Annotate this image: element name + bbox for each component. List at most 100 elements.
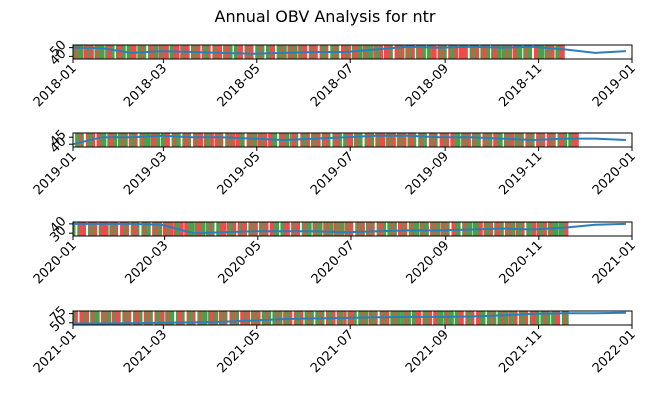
volume-bar [350, 133, 353, 147]
x-tick-label: 2021-01 [590, 238, 639, 287]
volume-bar [302, 222, 304, 236]
volume-bar [457, 133, 461, 147]
volume-bar [407, 311, 410, 325]
volume-bar [272, 222, 274, 236]
x-tick-label: 2020-05 [216, 238, 265, 287]
volume-bar [210, 133, 214, 147]
volume-bar [487, 133, 489, 147]
x-tick-label: 2019-01 [590, 61, 639, 110]
volume-bar [250, 222, 252, 236]
volume-bar [493, 133, 495, 147]
volume-bar [251, 45, 254, 59]
volume-bar [178, 133, 181, 147]
volume-bar [233, 222, 236, 236]
volume-bar [478, 133, 481, 147]
volume-bar [232, 133, 236, 147]
subplot-panels: 40502018-01 2018-03 2018-05 2018-07 2018-09 2… [31, 38, 639, 377]
subplot-2021: 50752021-01 2021-03 2021-05 2021-07 2021-09 2… [31, 304, 639, 377]
volume-bar [453, 133, 455, 147]
volume-bar [493, 311, 496, 325]
volume-bar [276, 222, 279, 236]
volume-bar [478, 311, 480, 325]
volume-bar [257, 311, 260, 325]
volume-bar [242, 133, 244, 147]
x-tick-label: 2019-07 [308, 149, 357, 198]
x-tick-label: 2018-01 [31, 61, 80, 110]
volume-bar [323, 222, 325, 236]
volume-bar [562, 45, 565, 59]
volume-bar [189, 133, 191, 147]
volume-bar [461, 311, 464, 325]
volume-bar [328, 133, 330, 147]
x-tick-label: 2020-01 [31, 238, 80, 287]
figure-title: Annual OBV Analysis for ntr [215, 7, 436, 26]
volume-bar [253, 133, 257, 147]
volume-bar [82, 133, 84, 147]
x-tick-label: 2020-11 [497, 238, 546, 287]
volume-bar [472, 133, 474, 147]
volume-bar [122, 133, 124, 147]
volume-bar [394, 222, 397, 236]
x-tick-label: 2021-07 [308, 327, 357, 376]
volume-bar [259, 222, 261, 236]
x-tick-label: 2018-03 [121, 61, 170, 110]
x-tick-label: 2019-03 [121, 149, 170, 198]
volume-bar [245, 311, 247, 325]
x-tick-label: 2019-11 [496, 149, 545, 198]
volume-bar [225, 311, 227, 325]
x-tick-label: 2018-11 [496, 61, 545, 110]
volume-bar [429, 311, 432, 325]
volume-bar [103, 133, 106, 147]
volume-bar [279, 311, 283, 325]
volume-bar [223, 222, 227, 236]
volume-bar [319, 222, 323, 236]
volume-bar [327, 222, 329, 236]
volume-bar [447, 222, 449, 236]
volume-bar [268, 311, 271, 325]
volume-bar [565, 222, 569, 236]
volume-bar [409, 222, 411, 236]
x-tick-label: 2021-11 [496, 327, 545, 376]
x-tick-label: 2019-09 [403, 149, 452, 198]
volume-bar [360, 133, 362, 147]
volume-bar [564, 133, 567, 147]
volume-bar [468, 133, 471, 147]
volume-bar [169, 222, 173, 236]
subplot-2020: 30402020-01 2020-03 2020-05 2020-07 2020-09 2… [31, 214, 639, 287]
volume-bar [446, 133, 449, 147]
volume-bar [489, 311, 491, 325]
volume-bar [135, 133, 137, 147]
volume-bar [440, 311, 444, 325]
volume-bar [450, 311, 453, 325]
volume-bar [472, 311, 475, 325]
x-tick-label: 2021-01 [31, 327, 80, 376]
volume-bar [500, 133, 503, 147]
x-tick-label: 2022-01 [590, 327, 639, 376]
volume-bar [298, 222, 300, 236]
volume-bar [308, 222, 311, 236]
volume-bar [240, 45, 243, 59]
volume-bar [504, 311, 508, 325]
volume-bar [401, 311, 403, 325]
x-tick-label: 2018-05 [215, 61, 264, 110]
x-tick-label: 2019-05 [215, 149, 264, 198]
volume-bar [437, 222, 441, 236]
volume-bar [380, 45, 383, 59]
volume-bar [255, 222, 258, 236]
volume-bar [351, 222, 353, 236]
volume-bar [457, 311, 459, 325]
volume-bar [236, 45, 238, 59]
volume-bar [200, 133, 203, 147]
volume-bar [330, 222, 334, 236]
volume-bar [337, 133, 339, 147]
volume-bar [124, 133, 127, 147]
volume-bar [349, 222, 351, 236]
volume-bar [227, 222, 229, 236]
volume-bar [563, 222, 565, 236]
volume-bar [114, 133, 118, 147]
volume-bar [367, 133, 369, 147]
volume-bar [551, 45, 554, 59]
x-tick-label: 2020-01 [590, 149, 639, 198]
volume-bar [357, 222, 359, 236]
volume-bar [426, 222, 429, 236]
